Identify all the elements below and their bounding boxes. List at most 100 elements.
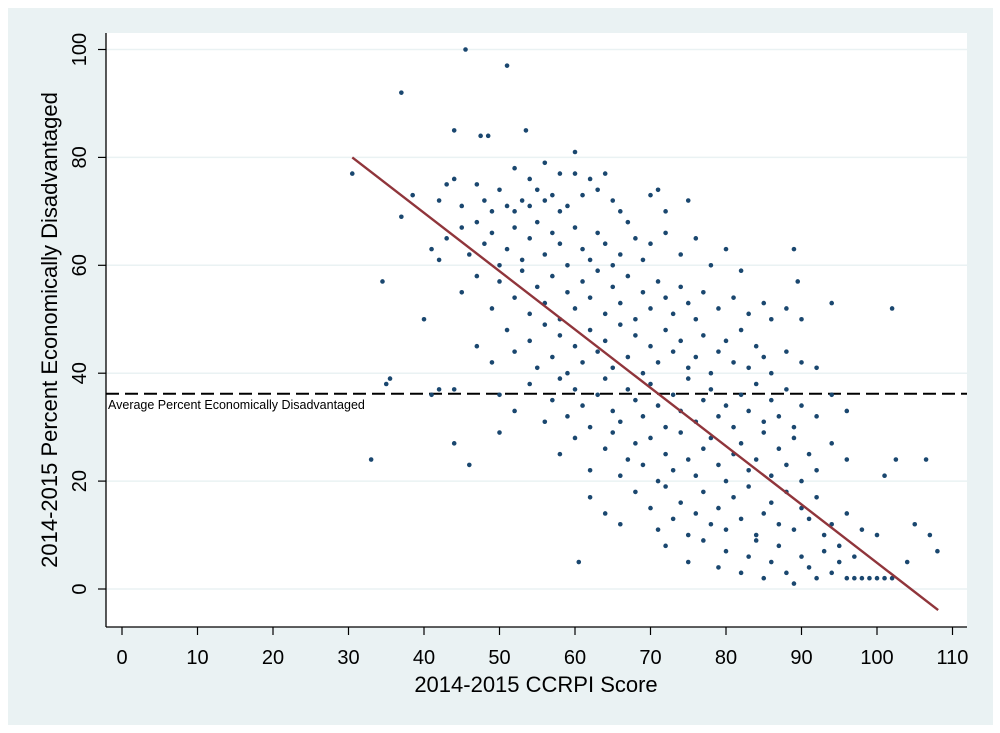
data-point: [572, 171, 578, 176]
data-point: [776, 521, 782, 527]
data-point: [618, 300, 623, 306]
data-point: [814, 494, 819, 500]
data-point: [565, 263, 570, 268]
data-point: [708, 387, 714, 392]
data-point: [497, 430, 502, 435]
data-point: [723, 548, 729, 554]
data-point: [482, 241, 487, 247]
data-point: [655, 527, 661, 532]
data-point: [738, 441, 744, 446]
data-point: [791, 424, 797, 430]
data-point: [893, 457, 899, 462]
data-point: [610, 284, 616, 290]
data-point: [648, 505, 653, 511]
data-point: [746, 554, 751, 559]
data-point: [693, 316, 699, 322]
data-point: [580, 403, 585, 408]
data-point: [478, 133, 483, 139]
data-point: [640, 462, 646, 468]
data-point: [655, 478, 661, 484]
data-point: [678, 430, 683, 435]
data-point: [874, 575, 880, 581]
data-point: [523, 128, 529, 133]
data-point: [738, 327, 744, 333]
data-point: [769, 397, 774, 403]
data-point: [459, 289, 465, 295]
data-point: [844, 457, 850, 462]
data-point: [429, 392, 434, 398]
data-point: [814, 365, 819, 371]
data-point: [618, 521, 623, 527]
data-point: [663, 424, 668, 430]
data-point: [512, 408, 517, 414]
data-point: [618, 322, 623, 327]
data-point: [542, 160, 548, 166]
data-point: [512, 209, 517, 214]
data-point: [670, 311, 676, 317]
data-point: [648, 241, 653, 247]
data-point: [821, 532, 827, 538]
data-point: [769, 370, 774, 376]
data-point: [829, 570, 834, 576]
data-point: [655, 279, 661, 284]
data-point: [572, 387, 578, 392]
data-point: [829, 392, 834, 398]
data-point: [610, 198, 616, 203]
data-point: [799, 478, 804, 484]
data-point: [444, 182, 449, 187]
data-point: [723, 403, 729, 408]
data-point: [625, 273, 631, 279]
data-point: [467, 462, 472, 468]
x-tick-label: 30: [337, 647, 359, 669]
x-tick-label: 100: [860, 647, 893, 669]
data-point: [791, 435, 797, 441]
data-point: [701, 333, 706, 338]
data-point: [587, 327, 593, 333]
data-point: [648, 381, 653, 387]
data-point: [731, 424, 736, 430]
data-point: [716, 565, 721, 570]
data-point: [527, 236, 532, 241]
data-point: [753, 538, 759, 543]
data-point: [368, 457, 374, 462]
data-point: [633, 316, 638, 322]
data-point: [610, 263, 616, 268]
data-point: [580, 246, 585, 252]
data-point: [572, 306, 578, 311]
data-point: [497, 392, 502, 398]
data-point: [349, 171, 355, 176]
data-point: [512, 165, 517, 171]
data-point: [474, 219, 480, 225]
data-point: [542, 419, 548, 425]
data-point: [761, 354, 767, 360]
y-axis-title: 2014-2015 Percent Economically Disadvant…: [37, 92, 62, 568]
x-tick-label: 50: [488, 647, 510, 669]
data-point: [685, 457, 691, 462]
x-tick-label: 10: [186, 647, 208, 669]
data-point: [655, 403, 661, 408]
data-point: [716, 306, 721, 311]
x-tick-label: 110: [937, 647, 969, 669]
data-point: [595, 349, 600, 354]
data-point: [806, 516, 812, 522]
data-point: [595, 268, 600, 273]
data-point: [761, 300, 767, 306]
data-point: [648, 306, 653, 311]
data-point: [640, 414, 646, 419]
data-point: [693, 354, 699, 360]
data-point: [799, 554, 804, 559]
data-point: [716, 505, 721, 511]
data-point: [383, 381, 389, 387]
data-point: [618, 419, 623, 425]
data-point: [625, 219, 631, 225]
data-point: [769, 500, 774, 505]
data-point: [678, 252, 683, 257]
data-point: [867, 575, 872, 581]
data-point: [557, 209, 563, 214]
data-point: [550, 397, 555, 403]
data-point: [685, 532, 691, 538]
data-point: [746, 311, 751, 317]
data-point: [753, 343, 759, 349]
data-point: [565, 289, 570, 295]
data-point: [580, 192, 585, 198]
